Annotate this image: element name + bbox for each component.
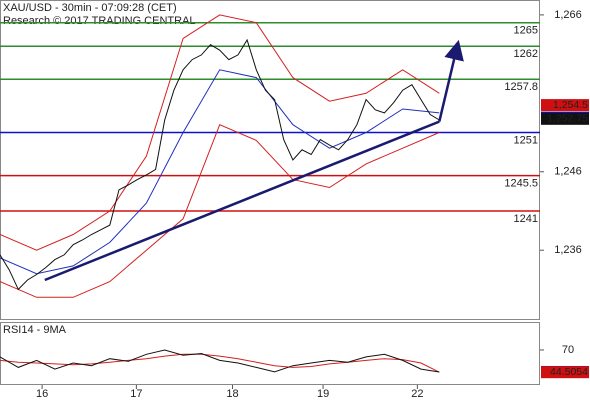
level-label: 1241 bbox=[514, 213, 538, 225]
price-flag-label: 44.5054 bbox=[550, 366, 588, 378]
y-tick-label: 1,246 bbox=[554, 166, 582, 178]
y-tick-label: 1,236 bbox=[554, 244, 582, 256]
x-tick-label: 18 bbox=[226, 388, 238, 400]
price-flag-label: 1,252.75 bbox=[547, 113, 588, 125]
panel-title: RSI14 - 9MA bbox=[3, 324, 67, 336]
price-flag bbox=[541, 366, 589, 379]
series-line bbox=[0, 69, 440, 275]
y-tick-label: 1,266 bbox=[554, 9, 582, 21]
trend-line bbox=[44, 120, 440, 282]
panel-frame bbox=[0, 322, 540, 385]
price-flag-label: 1,254.5 bbox=[553, 99, 588, 111]
y-tick-label: 70 bbox=[562, 344, 574, 356]
series-line bbox=[0, 353, 440, 373]
x-tick-label: 19 bbox=[317, 388, 329, 400]
panel-frame bbox=[0, 0, 540, 320]
series-line bbox=[0, 349, 440, 373]
forecast-arrow bbox=[438, 39, 464, 122]
level-label: 1251 bbox=[514, 134, 538, 146]
level-label: 1257.8 bbox=[504, 81, 538, 93]
level-label: 1245.5 bbox=[504, 178, 538, 190]
level-label: 1262 bbox=[514, 48, 538, 60]
x-tick-label: 22 bbox=[411, 388, 423, 400]
panel-subtitle: Research © 2017 TRADING CENTRAL bbox=[3, 15, 196, 27]
x-tick-label: 16 bbox=[36, 388, 48, 400]
series-line bbox=[0, 124, 440, 298]
panel-title: XAU/USD - 30min - 07:09:28 (CET) bbox=[3, 2, 177, 14]
level-label: 1265 bbox=[514, 25, 538, 37]
series-line bbox=[0, 38, 440, 291]
price-flag bbox=[541, 99, 589, 112]
series-line bbox=[0, 14, 440, 251]
price-flag bbox=[541, 112, 589, 125]
x-tick-label: 17 bbox=[130, 388, 142, 400]
